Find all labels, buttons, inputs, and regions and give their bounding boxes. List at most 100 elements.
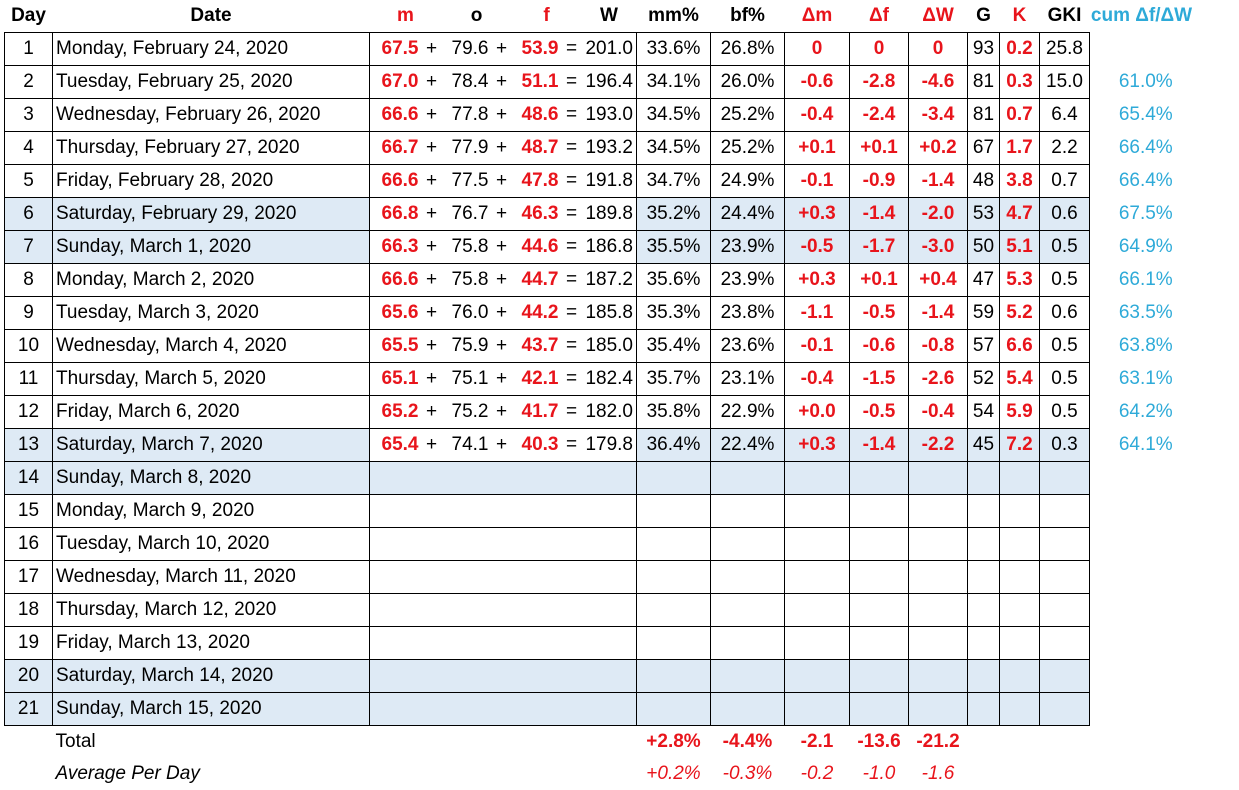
date-cell: Thursday, March 12, 2020 [52, 593, 370, 627]
w-cell: 191.8 [581, 164, 637, 198]
mm-pct-cell [636, 494, 711, 528]
g-cell: 53 [967, 197, 1000, 231]
delta-m-cell: +0.3 [784, 428, 850, 462]
cum-cell: 66.4% [1118, 170, 1173, 191]
cum-cell: 63.5% [1118, 302, 1173, 323]
plus-sign: + [491, 131, 512, 165]
date-cell: Tuesday, March 3, 2020 [52, 296, 370, 330]
header-day: Day [11, 5, 46, 26]
delta-m-cell: -0.4 [784, 362, 850, 396]
plus-sign: + [491, 428, 512, 462]
delta-f-cell: -1.7 [849, 230, 909, 264]
day-cell: 4 [4, 131, 53, 165]
plus-sign: + [491, 98, 512, 132]
k-cell: 3.8 [999, 164, 1040, 198]
mm-pct-cell [636, 560, 711, 594]
m-cell: 65.6 [369, 296, 422, 330]
delta-f-cell [849, 494, 909, 528]
mm-pct-cell [636, 626, 711, 660]
day-cell: 10 [4, 329, 53, 363]
delta-w-cell [908, 494, 968, 528]
o-cell: 74.1 [441, 428, 492, 462]
delta-m-cell: -0.1 [784, 164, 850, 198]
table-row: 7 Sunday, March 1, 2020 66.3 +75.8 +44.6 = 186… [4, 230, 1194, 264]
mm-pct-cell: 35.8% [636, 395, 711, 429]
cum-cell [1090, 462, 1194, 495]
equals-sign: = [561, 131, 582, 165]
date-cell: Wednesday, March 11, 2020 [52, 560, 370, 594]
cum-cell [1090, 33, 1194, 66]
k-cell: 4.7 [999, 197, 1040, 231]
bf-pct-cell [710, 494, 785, 528]
delta-w-cell [908, 560, 968, 594]
day-cell: 11 [4, 362, 53, 396]
day-cell: 6 [4, 197, 53, 231]
delta-w-cell: -1.4 [908, 164, 968, 198]
f-cell: 44.6 [511, 230, 562, 264]
bf-pct-cell: 23.1% [710, 362, 785, 396]
table-body: 1 Monday, February 24, 2020 67.5 +79.6 +53.9… [4, 32, 1194, 726]
header-delta-f: Δf [869, 5, 889, 26]
average-dw: -1.6 [921, 763, 955, 784]
cum-cell [1090, 528, 1194, 561]
f-cell: 41.7 [511, 395, 562, 429]
bf-pct-cell: 23.8% [710, 296, 785, 330]
date-cell: Thursday, March 5, 2020 [52, 362, 370, 396]
header-k: K [1012, 5, 1027, 26]
header-g: G [976, 5, 991, 26]
formula-cell-empty [369, 692, 637, 726]
w-cell: 187.2 [581, 263, 637, 297]
date-cell: Friday, March 13, 2020 [52, 626, 370, 660]
table-row: 21 Sunday, March 15, 2020 [4, 692, 1194, 726]
date-cell: Sunday, March 1, 2020 [52, 230, 370, 264]
m-cell: 67.5 [369, 32, 422, 66]
table-row: 16 Tuesday, March 10, 2020 [4, 527, 1194, 561]
header-f: f [543, 5, 550, 26]
delta-w-cell: -3.4 [908, 98, 968, 132]
k-cell [999, 560, 1040, 594]
cum-cell [1090, 495, 1194, 528]
k-cell: 0.2 [999, 32, 1040, 66]
o-cell: 77.9 [441, 131, 492, 165]
m-cell: 66.6 [369, 98, 422, 132]
formula-cell-empty [369, 494, 637, 528]
delta-w-cell: -2.2 [908, 428, 968, 462]
formula-cell-empty [369, 659, 637, 693]
date-cell: Saturday, February 29, 2020 [52, 197, 370, 231]
mm-pct-cell [636, 659, 711, 693]
m-cell: 66.6 [369, 263, 422, 297]
g-cell: 81 [967, 65, 1000, 99]
cum-cell: 64.9% [1118, 236, 1173, 257]
header-m: m [397, 5, 414, 26]
date-cell: Saturday, March 14, 2020 [52, 659, 370, 693]
day-cell: 9 [4, 296, 53, 330]
equals-sign: = [561, 329, 582, 363]
delta-w-cell: -0.4 [908, 395, 968, 429]
f-cell: 53.9 [511, 32, 562, 66]
delta-w-cell [908, 659, 968, 693]
g-cell: 45 [967, 428, 1000, 462]
k-cell: 5.9 [999, 395, 1040, 429]
k-cell: 6.6 [999, 329, 1040, 363]
equals-sign: = [561, 65, 582, 99]
equals-sign: = [561, 230, 582, 264]
plus-sign: + [491, 197, 512, 231]
delta-w-cell [908, 593, 968, 627]
date-cell: Friday, February 28, 2020 [52, 164, 370, 198]
table-row: 18 Thursday, March 12, 2020 [4, 593, 1194, 627]
table-row: 15 Monday, March 9, 2020 [4, 494, 1194, 528]
mm-pct-cell: 35.5% [636, 230, 711, 264]
date-cell: Wednesday, March 4, 2020 [52, 329, 370, 363]
cum-cell: 63.1% [1118, 368, 1173, 389]
average-mm: +0.2% [646, 763, 701, 784]
delta-w-cell: -0.8 [908, 329, 968, 363]
k-cell: 5.3 [999, 263, 1040, 297]
g-cell: 47 [967, 263, 1000, 297]
gki-cell [1039, 692, 1090, 726]
g-cell [967, 461, 1000, 495]
w-cell: 182.4 [581, 362, 637, 396]
plus-sign: + [421, 395, 442, 429]
delta-f-cell: -0.9 [849, 164, 909, 198]
m-cell: 65.4 [369, 428, 422, 462]
total-df: -13.6 [857, 731, 901, 752]
